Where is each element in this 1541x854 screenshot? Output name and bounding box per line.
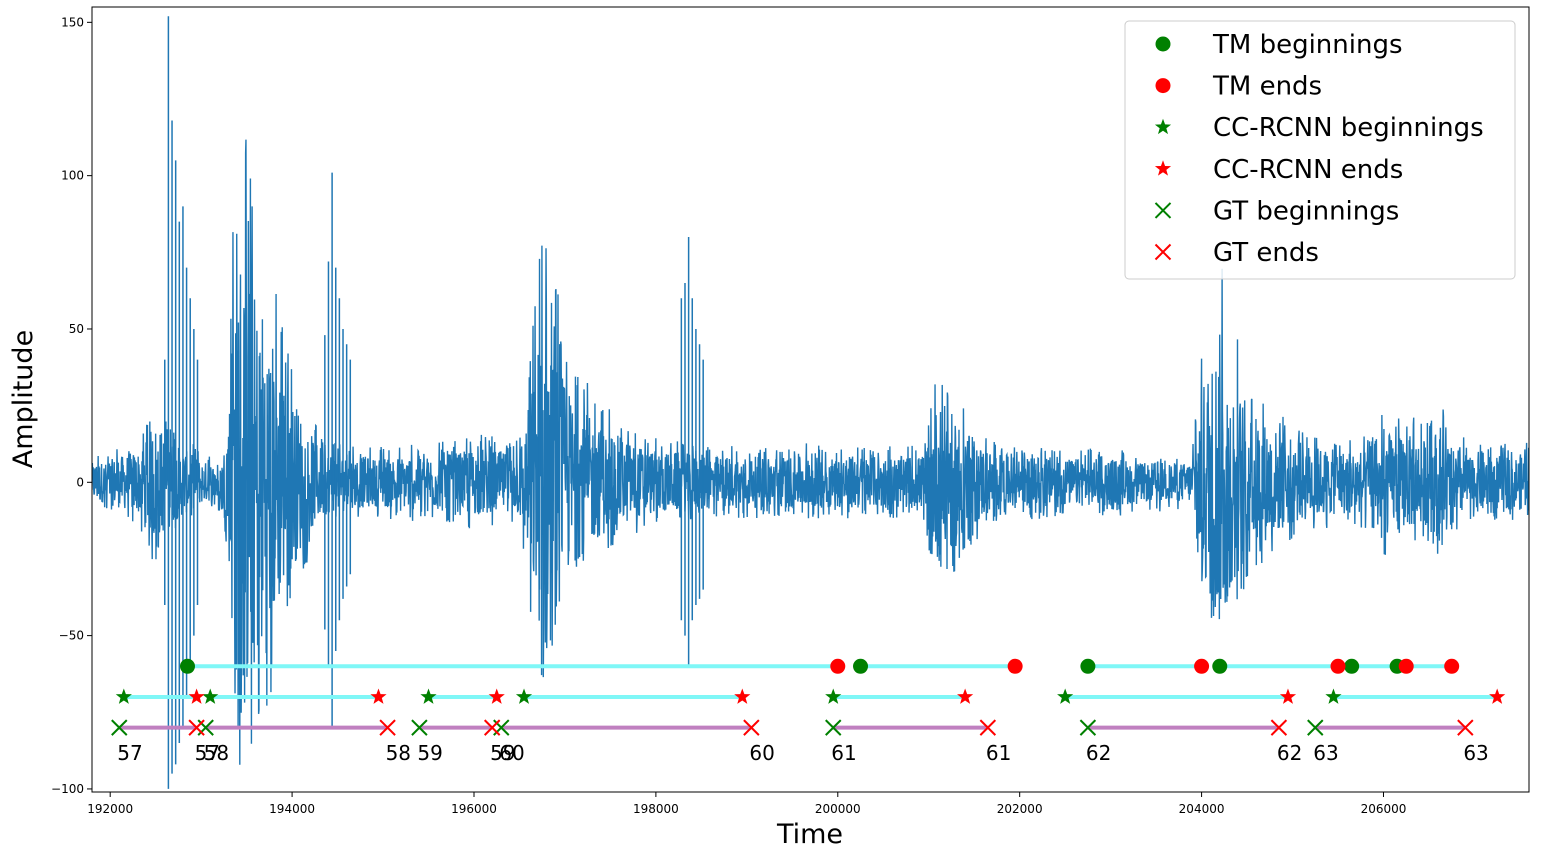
cc-rcnn-beginnings-marker <box>825 688 842 704</box>
y-axis-label: Amplitude <box>8 330 39 468</box>
legend-marker-cc-rcnn-beginnings <box>1154 118 1172 135</box>
event-label: 58 <box>386 741 411 765</box>
cc-rcnn-beginnings-marker <box>115 688 132 704</box>
event-label: 63 <box>1313 741 1338 765</box>
x-tick-label: 192000 <box>87 802 133 816</box>
cc-rcnn-beginnings-marker <box>202 688 219 704</box>
event-label: 60 <box>749 741 774 765</box>
x-tick-label: 200000 <box>815 802 861 816</box>
tm-beginnings-marker <box>853 658 869 674</box>
gt-beginnings-marker <box>411 719 428 736</box>
y-tick-label: 100 <box>61 169 84 183</box>
tm-beginnings-marker <box>1344 658 1360 674</box>
legend-label-tm-beginnings: TM beginnings <box>1212 30 1403 60</box>
y-axis-ticks: −100 −50 0 50 100 150 <box>51 15 92 796</box>
tm-ends-marker <box>1398 658 1414 674</box>
tm-beginnings-marker <box>1080 658 1096 674</box>
gt-beginnings-marker <box>111 719 128 736</box>
event-label: 62 <box>1277 741 1302 765</box>
gt-beginnings-marker <box>1307 719 1324 736</box>
x-tick-label: 206000 <box>1361 802 1407 816</box>
cc-rcnn-ends-marker <box>188 688 205 704</box>
cc-rcnn-ends-marker <box>1279 688 1297 704</box>
legend-marker-cc-rcnn-ends <box>1154 160 1172 176</box>
segment-layer <box>119 664 1498 730</box>
y-tick-label: 150 <box>61 15 84 29</box>
signal-layer <box>92 16 1529 789</box>
cc-rcnn-ends-marker <box>488 688 505 704</box>
x-axis-label: Time <box>776 819 843 850</box>
gt-ends-marker <box>188 719 205 736</box>
cc-rcnn-ends-marker <box>734 688 751 704</box>
legend-box <box>1124 20 1516 280</box>
event-label: 60 <box>499 741 524 765</box>
cc-rcnn-beginnings-marker <box>1325 688 1342 704</box>
legend-label-cc-rcnn-beginnings: CC-RCNN beginnings <box>1213 113 1484 143</box>
x-tick-label: 194000 <box>269 802 315 816</box>
gt-ends-marker <box>1457 719 1474 736</box>
gt-ends-marker <box>379 719 396 736</box>
event-label: 59 <box>417 741 442 765</box>
event-label: 59 <box>490 741 515 765</box>
tm-ends-marker <box>1194 658 1210 674</box>
gt-ends-marker <box>979 719 997 736</box>
tm-ends-marker <box>830 658 846 674</box>
legend-marker-gt-ends <box>1154 243 1172 261</box>
event-label: 58 <box>204 741 229 765</box>
cc-rcnn-ends-marker <box>370 688 387 704</box>
tm-ends-marker <box>1007 658 1023 674</box>
tm-beginnings-marker <box>1212 658 1228 674</box>
gt-beginnings-marker <box>1079 719 1097 736</box>
tm-ends-marker <box>1330 658 1346 674</box>
gt-ends-marker <box>1270 719 1288 736</box>
marker-layer <box>111 658 1506 736</box>
x-tick-label: 196000 <box>451 802 497 816</box>
event-label: 63 <box>1463 741 1488 765</box>
legend-marker-tm-beginnings <box>1155 36 1171 52</box>
y-tick-label: 50 <box>69 322 84 336</box>
plot-frame <box>91 6 1530 793</box>
gt-ends-marker <box>743 719 760 736</box>
legend: TM beginnings TM ends CC-RCNN beginnings CC… <box>1124 20 1516 280</box>
cc-rcnn-beginnings-marker <box>1057 688 1074 704</box>
legend-label-tm-ends: TM ends <box>1212 72 1322 102</box>
event-label: 57 <box>117 741 142 765</box>
x-tick-label: 202000 <box>997 802 1043 816</box>
y-tick-label: −100 <box>51 782 84 796</box>
event-label: 57 <box>195 741 220 765</box>
tm-ends-marker <box>1444 658 1460 674</box>
event-label: 61 <box>986 741 1011 765</box>
gt-ends-marker <box>483 719 501 736</box>
cc-rcnn-ends-marker <box>1489 688 1506 704</box>
event-label: 61 <box>831 741 856 765</box>
y-tick-label: 0 <box>76 475 84 489</box>
x-tick-label: 198000 <box>633 802 679 816</box>
legend-label-gt-ends: GT ends <box>1213 238 1319 268</box>
cc-rcnn-beginnings-marker <box>420 688 437 704</box>
legend-label-cc-rcnn-ends: CC-RCNN ends <box>1213 155 1403 185</box>
cc-rcnn-ends-marker <box>957 688 974 704</box>
event-label: 62 <box>1086 741 1111 765</box>
x-tick-label: 204000 <box>1179 802 1225 816</box>
tm-beginnings-marker <box>179 658 195 674</box>
cc-rcnn-beginnings-marker <box>515 688 533 704</box>
legend-marker-tm-ends <box>1155 78 1171 94</box>
legend-label-gt-beginnings: GT beginnings <box>1213 196 1399 226</box>
legend-marker-gt-beginnings <box>1154 202 1172 219</box>
x-axis-ticks: 192000 194000 196000 198000 200000 202000 2040… <box>87 792 1406 816</box>
y-tick-label: −50 <box>59 629 84 643</box>
gt-beginnings-marker <box>825 719 842 736</box>
